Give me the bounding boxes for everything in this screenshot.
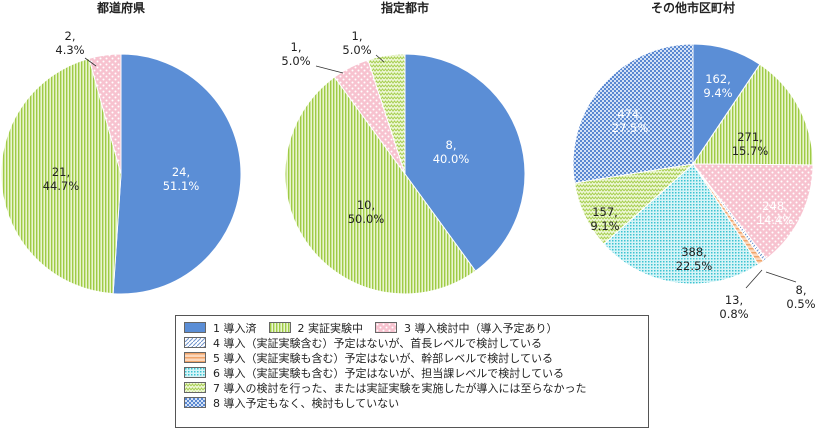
legend-item-2: 2 実証実験中	[268, 320, 364, 336]
pie-3-label-6: 388, 22.5%	[676, 245, 713, 273]
legend-row-7: 7 導入の検討を行った、または実証実験を実施したが導入には至らなかった	[184, 380, 599, 396]
legend-label-8: 8 導入予定もなく、検討もしていない	[213, 396, 400, 410]
pie-3-leader-4	[765, 271, 797, 283]
legend-item-5: 5 導入（実証実験も含む）予定はないが、幹部レベルで検討している	[184, 350, 553, 366]
pie-1-slice-3	[88, 53, 122, 175]
pie-3-slice-6	[602, 163, 760, 285]
pie-3-label-8: 474, 27.5%	[612, 107, 649, 135]
pie-1-slice-1	[112, 53, 242, 295]
pie-2-leader-7	[375, 54, 385, 63]
legend-label-5: 5 導入（実証実験も含む）予定はないが、幹部レベルで検討している	[213, 351, 553, 365]
pie-1-label-2: 21, 44.7%	[43, 165, 80, 193]
legend-swatch-7	[184, 382, 206, 393]
legend-item-8: 8 導入予定もなく、検討もしていない	[184, 395, 399, 411]
pie-3-label-5: 13, 0.8%	[719, 293, 748, 321]
legend-label-2: 2 実証実験中	[297, 321, 364, 335]
legend-row-4: 4 導入（実証実験含む）予定はないが、首長レベルで検討している	[184, 335, 554, 351]
pie-1-leader-3	[84, 57, 97, 67]
pie-2-slice-2	[284, 76, 477, 295]
pie-3-slice-3	[691, 163, 814, 260]
pie-2-label-3: 1, 5.0%	[281, 40, 310, 68]
pie-2-label-2: 10, 50.0%	[348, 198, 385, 226]
pie-3-label-4: 8, 0.5%	[786, 283, 815, 311]
legend-row-6: 6 導入（実証実験も含む）予定はないが、担当課レベルで検討している	[184, 365, 576, 381]
pie-2-label-1: 8, 40.0%	[433, 138, 470, 166]
pie-3-label-7: 157, 9.1%	[590, 205, 619, 233]
pie-3-label-2: 271, 15.7%	[732, 130, 769, 158]
legend-label-4: 4 導入（実証実験含む）予定はないが、首長レベルで検討している	[213, 336, 542, 350]
legend-swatch-3	[375, 322, 397, 333]
legend: 1 導入済 2 実証実験中 3 導入検討中（導入予定あり） 4 導入（実証実験含…	[175, 315, 649, 428]
pie-2-label-7: 1, 5.0%	[342, 29, 371, 57]
legend-label-7: 7 導入の検討を行った、または実証実験を実施したが導入には至らなかった	[213, 381, 587, 395]
pie-1-label-3: 2, 4.3%	[55, 29, 84, 57]
pie-title-2: 指定都市	[381, 0, 429, 15]
legend-swatch-2	[268, 322, 291, 333]
legend-swatch-6	[184, 367, 206, 378]
pie-2-slice-7	[367, 53, 406, 175]
pie-3-slice-2	[692, 63, 814, 166]
legend-swatch-5	[184, 352, 206, 363]
legend-row-8: 8 導入予定もなく、検討もしていない	[184, 395, 411, 411]
pie-title-3: その他市区町村	[651, 0, 735, 15]
legend-item-3: 3 導入検討中（導入予定あり）	[375, 320, 558, 336]
legend-swatch-1	[184, 322, 206, 333]
legend-item-7: 7 導入の検討を行った、または実証実験を実施したが導入には至らなかった	[184, 380, 587, 396]
pie-2-leader-3	[315, 65, 344, 74]
pie-1-slice-2	[0, 57, 122, 295]
pie-3-label-1: 162, 9.4%	[703, 72, 732, 100]
legend-row-5: 5 導入（実証実験も含む）予定はないが、幹部レベルで検討している	[184, 350, 565, 366]
pie-3-leader-5	[745, 269, 763, 289]
legend-row-1: 1 導入済 2 実証実験中 3 導入検討中（導入予定あり）	[184, 320, 570, 336]
pie-3-label-3: 248, 14.4%	[757, 199, 794, 227]
pie-2-slice-1	[404, 53, 526, 272]
pie-title-1: 都道府県	[96, 0, 145, 15]
legend-label-1: 1 導入済	[213, 321, 257, 335]
legend-swatch-8	[184, 397, 206, 408]
legend-item-4: 4 導入（実証実験含む）予定はないが、首長レベルで検討している	[184, 335, 542, 351]
legend-item-6: 6 導入（実証実験も含む）予定はないが、担当課レベルで検討している	[184, 365, 564, 381]
legend-item-1: 1 導入済	[184, 320, 257, 336]
legend-label-6: 6 導入（実証実験も含む）予定はないが、担当課レベルで検討している	[213, 366, 564, 380]
legend-label-3: 3 導入検討中（導入予定あり）	[404, 321, 558, 335]
pie-1-label-1: 24, 51.1%	[163, 165, 200, 193]
pie-3-slice-8	[572, 43, 694, 184]
legend-swatch-4	[184, 337, 206, 348]
